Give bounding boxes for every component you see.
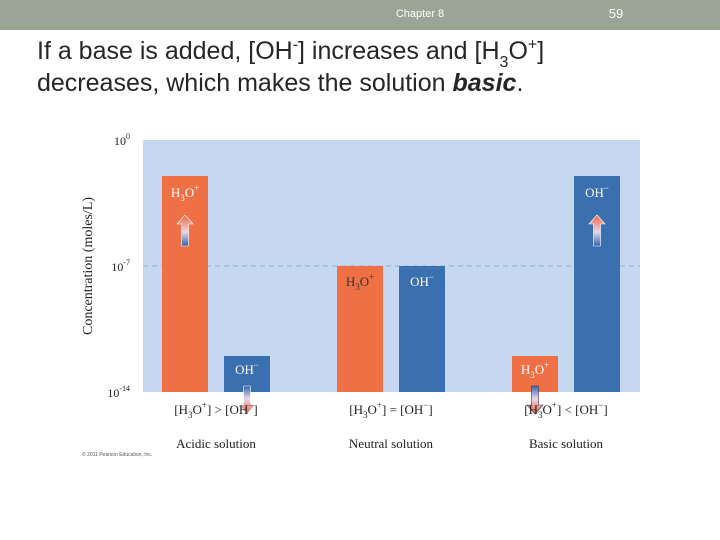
bar-group: H3O+OH−[H3O+] > [OH−]Acidic solution: [162, 176, 270, 451]
relation-subscript: 3: [363, 410, 368, 420]
relation-label: [H3O+] > [OH−]: [174, 400, 257, 420]
species-text: H: [171, 185, 180, 200]
heading-text-3: O: [508, 37, 528, 65]
heading-text-6: .: [516, 69, 524, 97]
bar-species-label: H3O+: [521, 360, 549, 380]
group-label: Neutral solution: [349, 436, 434, 451]
relation-superscript: +: [377, 400, 382, 410]
species-subscript: 3: [180, 193, 185, 203]
species-text: H: [346, 274, 355, 289]
species-text: OH: [585, 185, 604, 200]
species-text: O: [535, 362, 544, 377]
relation-text: O: [368, 402, 377, 417]
relation-text: ]: [253, 402, 257, 417]
title-bar: [0, 0, 720, 30]
relation-text: [H: [174, 402, 188, 417]
y-tick-exponent: -7: [123, 258, 130, 267]
y-axis-label: Concentration (moles/L): [81, 197, 96, 335]
relation-label: [H3O+] = [OH−]: [349, 400, 432, 420]
bar-group: H3O+OH−[H3O+] < [OH−]Basic solution: [512, 176, 620, 451]
relation-text: ] < [OH: [557, 402, 598, 417]
chapter-label: Chapter 8: [395, 8, 445, 20]
heading-text-4: ]: [537, 37, 545, 65]
page-number: 59: [608, 6, 624, 21]
heading-sub-1: 3: [499, 54, 509, 71]
bar-species-label: OH−: [410, 272, 434, 289]
arrow-down-icon: [238, 385, 256, 415]
heading-sup-1: -: [292, 36, 299, 54]
heading-text-2: ] increases and [H: [298, 37, 500, 65]
bar-group: H3O+ OH−[H3O+] = [OH−]Neutral solution: [337, 266, 445, 451]
heading-emphasis: basic: [452, 69, 517, 97]
relation-text: O: [543, 402, 552, 417]
relation-label: [H3O+] < [OH−]: [524, 400, 607, 420]
species-superscript: +: [544, 360, 549, 370]
relation-superscript: −: [423, 400, 428, 410]
y-tick-base: 10: [111, 260, 123, 274]
y-tick-base: 10: [114, 134, 126, 148]
relation-text: ]: [428, 402, 432, 417]
copyright-note: © 2011 Pearson Education, Inc.: [82, 452, 153, 458]
species-superscript: +: [369, 272, 374, 282]
species-text: H: [521, 362, 530, 377]
y-tick-label: 10-7: [111, 258, 130, 274]
species-text: O: [360, 274, 369, 289]
species-superscript: −: [429, 272, 434, 282]
group-label: Acidic solution: [176, 436, 256, 451]
species-text: OH: [235, 362, 254, 377]
bar: [337, 266, 383, 392]
bar-species-label: OH−: [585, 183, 609, 200]
relation-text: O: [193, 402, 202, 417]
relation-subscript: 3: [538, 410, 543, 420]
relation-text: [H: [524, 402, 538, 417]
relation-superscript: −: [598, 400, 603, 410]
bar: [399, 266, 445, 392]
relation-superscript: +: [552, 400, 557, 410]
heading-text-5: decreases, which makes the solution: [37, 69, 453, 97]
heading-text-1: If a base is added, [OH: [37, 37, 293, 65]
relation-text: ] > [OH: [207, 402, 248, 417]
arrow-up-icon: [588, 214, 606, 247]
relation-subscript: 3: [188, 410, 193, 420]
relation-superscript: −: [248, 400, 253, 410]
species-superscript: +: [194, 183, 199, 193]
arrow-up-icon: [176, 214, 194, 247]
bar-species-label: H3O+: [346, 272, 374, 292]
species-text: OH: [410, 274, 429, 289]
species-subscript: 3: [530, 370, 535, 380]
species-text: O: [185, 185, 194, 200]
group-label: Basic solution: [529, 436, 604, 451]
y-tick-label: 100: [114, 132, 130, 148]
relation-superscript: +: [202, 400, 207, 410]
species-superscript: −: [604, 183, 609, 193]
species-subscript: 3: [355, 282, 360, 292]
y-tick-exponent: 0: [126, 132, 130, 141]
bar-species-label: OH−: [235, 360, 259, 377]
y-tick-exponent: -14: [119, 384, 130, 393]
bar-species-label: H3O+: [171, 183, 199, 203]
y-tick-base: 10: [107, 386, 119, 400]
relation-text: ] = [OH: [382, 402, 423, 417]
heading-sup-2: +: [527, 36, 538, 54]
slide-heading: If a base is added, [OH-] increases and …: [37, 35, 677, 99]
relation-text: ]: [603, 402, 607, 417]
arrow-down-icon: [526, 385, 544, 415]
species-superscript: −: [254, 360, 259, 370]
bar: [162, 176, 208, 392]
y-tick-label: 10-14: [107, 384, 130, 400]
relation-text: [H: [349, 402, 363, 417]
bar: [574, 176, 620, 392]
